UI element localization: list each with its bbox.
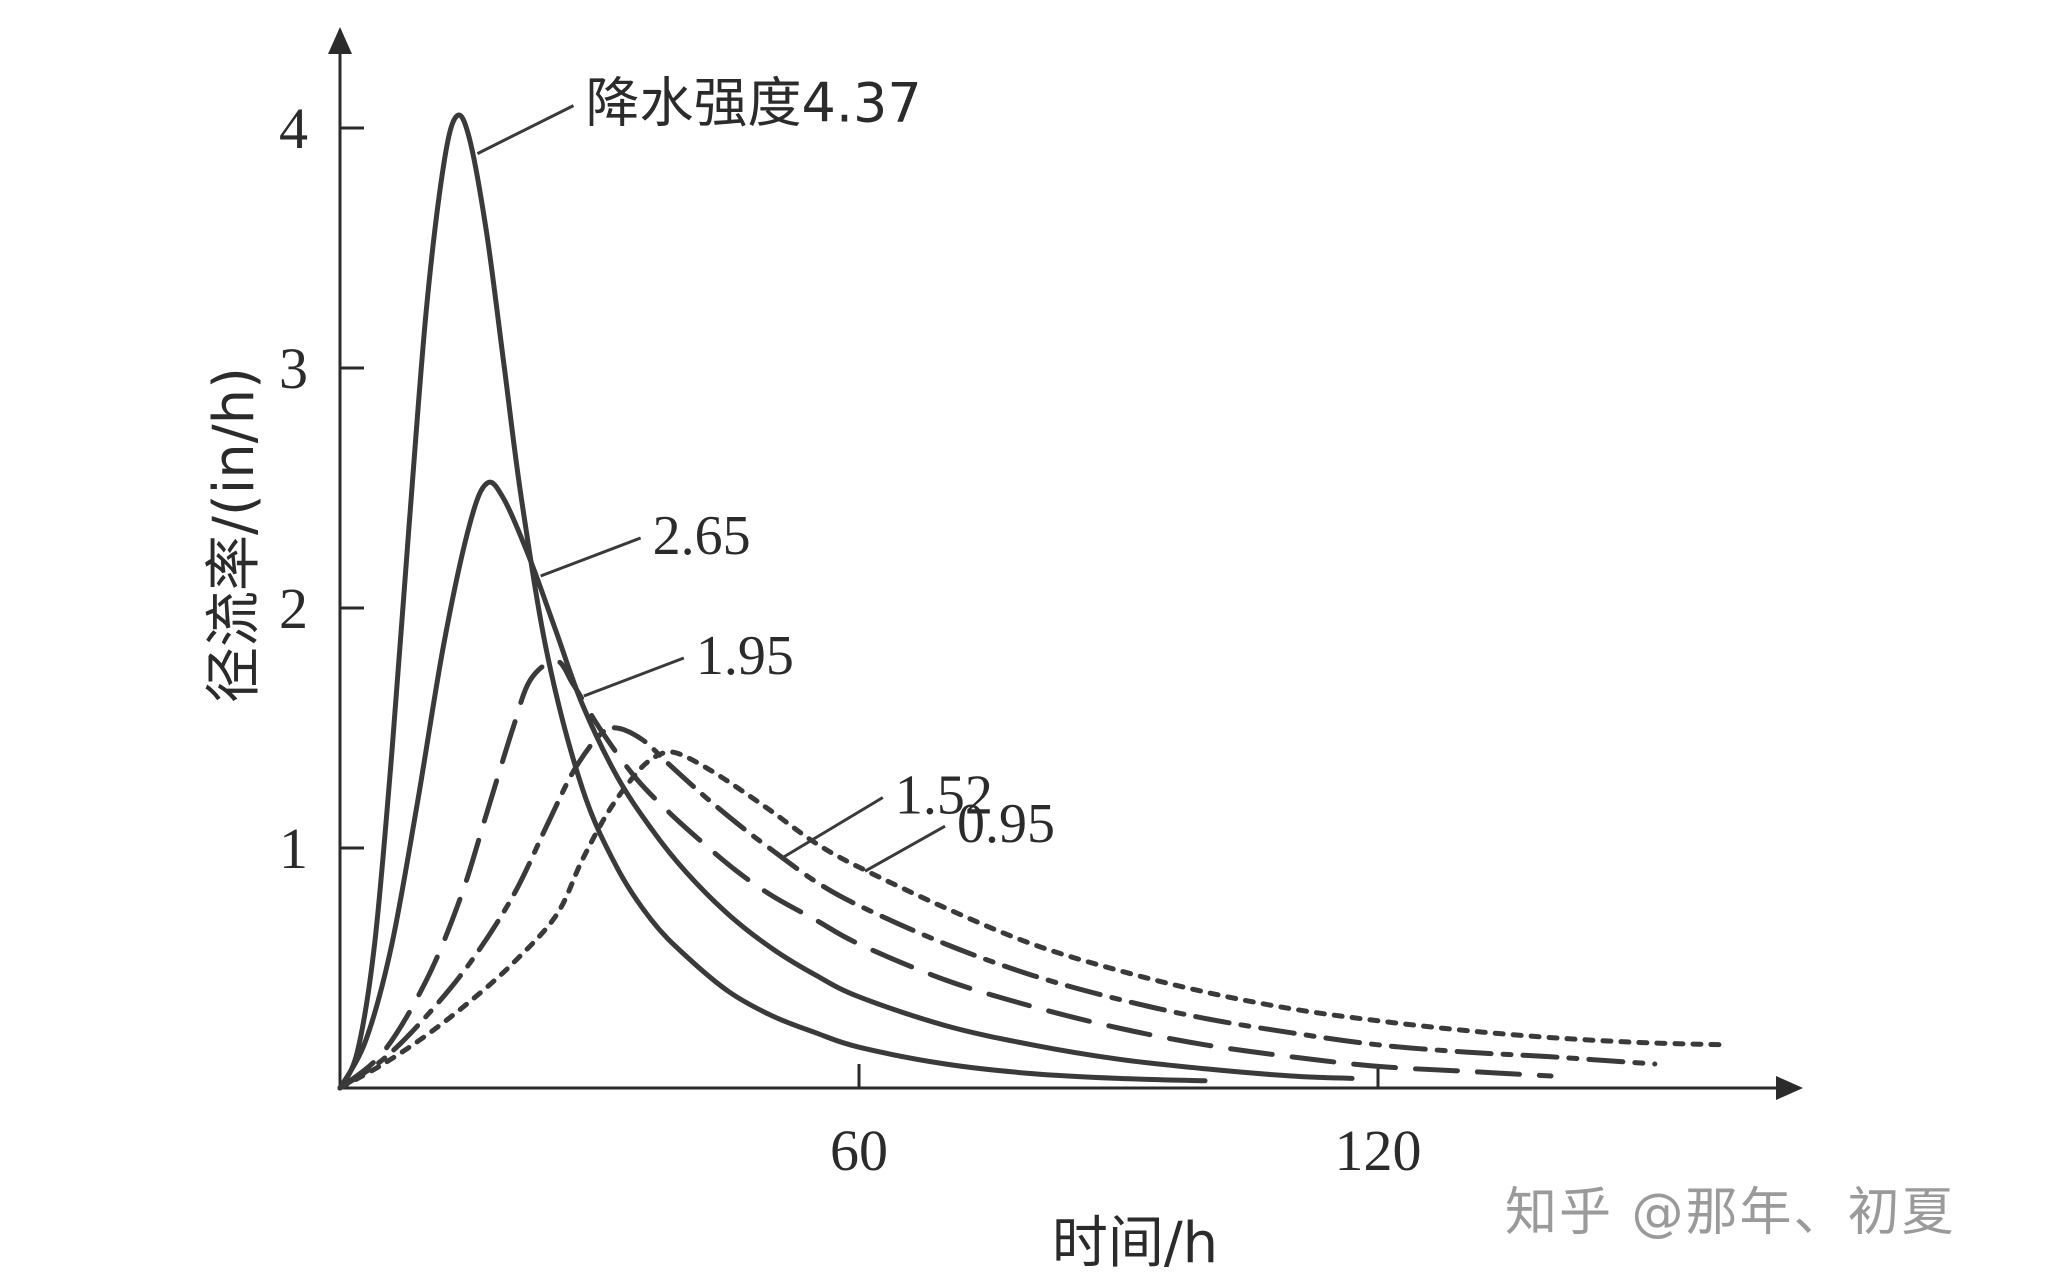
y-tick-label-1: 1: [279, 816, 308, 881]
y-tick-label-2: 2: [279, 576, 308, 641]
series-line-2-65: [337, 479, 1355, 1091]
leader-line-0-95: [864, 824, 946, 873]
series-label-0-95: 0.95: [957, 793, 1055, 855]
axis-ticks: 60 120 1 2 3 4: [279, 96, 1422, 1183]
leader-line-1-52: [782, 796, 884, 859]
label-leader-lines: [476, 104, 946, 873]
series-label-1-52: 1.52: [895, 765, 993, 827]
series-line-0-95: [337, 749, 1727, 1091]
series-line-1-52: [337, 725, 1658, 1091]
series-line-1-95: [337, 658, 1554, 1091]
leader-line-4-37: [476, 104, 575, 155]
series-labels: 降水强度4.37 2.65 1.95 1.520.95: [585, 72, 1055, 856]
leader-line-1-95: [583, 656, 685, 698]
y-tick-label-4: 4: [279, 96, 308, 161]
series-line-4-37: [337, 112, 1208, 1091]
y-axis-title: 径流率/(in/h): [202, 367, 267, 703]
series-lines: [337, 112, 1727, 1091]
series-label-4-37: 降水强度4.37: [585, 72, 921, 135]
leader-line-2-65: [540, 536, 642, 578]
x-tick-label-60: 60: [830, 1118, 888, 1183]
series-label-1-95: 1.95: [696, 625, 794, 687]
series-label-2-65: 2.65: [653, 505, 751, 567]
x-tick-label-120: 120: [1335, 1118, 1422, 1183]
watermark: 知乎 @那年、初夏: [1505, 1183, 1956, 1243]
y-tick-label-3: 3: [279, 336, 308, 401]
x-axis-title: 时间/h: [1052, 1211, 1218, 1276]
axes: [328, 27, 1803, 1100]
